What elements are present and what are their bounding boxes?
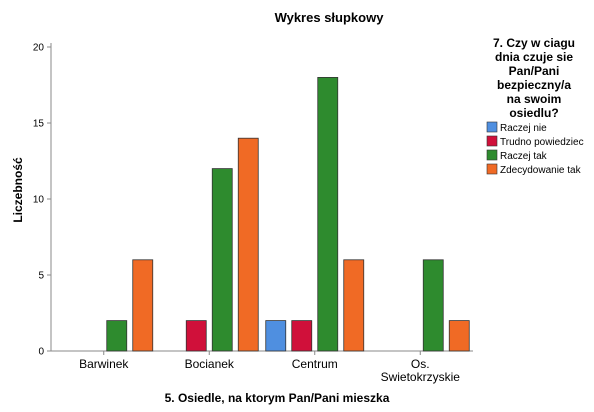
- bars: [106, 77, 470, 352]
- legend-item: Raczej tak: [486, 149, 548, 162]
- legend-swatch: [486, 135, 498, 147]
- bar: [211, 168, 233, 352]
- legend-label: Raczej nie: [500, 123, 547, 134]
- legend-title-line: Pan/Pani: [509, 64, 560, 78]
- legend-swatch: [486, 163, 498, 175]
- legend-item: Trudno powiedziec: [486, 135, 584, 148]
- y-axis-title: Liczebność: [11, 157, 25, 223]
- x-tick-label: Barwinek: [79, 357, 129, 371]
- y-tick-label: 20: [33, 43, 45, 54]
- y-tick-label: 15: [33, 119, 45, 130]
- legend-title-line: dnia czuje sie: [495, 50, 573, 64]
- legend-item: Zdecydowanie tak: [486, 163, 582, 176]
- legend-title-line: 7. Czy w ciagu: [493, 36, 575, 50]
- legend-label: Trudno powiedziec: [500, 137, 584, 148]
- bar: [422, 259, 444, 352]
- x-tick-label: Os. Swietokrzyskie: [381, 357, 461, 384]
- y-axis-title-group: Liczebność: [11, 157, 25, 223]
- x-axis-title: 5. Osiedle, na ktorym Pan/Pani mieszka: [165, 391, 390, 405]
- legend-item: Raczej nie: [486, 121, 547, 134]
- bar: [237, 137, 259, 352]
- legend-title-line: osiedlu?: [509, 106, 558, 120]
- bar: [448, 320, 470, 352]
- legend-title-line: bezpieczny/a: [497, 78, 571, 92]
- y-tick-label: 0: [38, 347, 44, 358]
- y-tick-label: 10: [33, 195, 45, 206]
- legend-title-line: na swoim: [507, 92, 562, 106]
- y-tick-label: 5: [38, 271, 44, 282]
- legend-swatch: [486, 121, 498, 133]
- bar: [343, 259, 365, 352]
- x-tick-label: Centrum: [292, 357, 338, 371]
- bar: [265, 320, 287, 352]
- legend-label: Raczej tak: [500, 151, 548, 162]
- bar: [185, 320, 207, 352]
- bar: [291, 320, 313, 352]
- bar: [317, 77, 339, 352]
- chart-title: Wykres słupkowy: [275, 10, 385, 25]
- bar: [106, 320, 128, 352]
- axes: 0 5 10 15 20 Barwinek Bocianek Centrum Os. Swieto…: [33, 43, 473, 384]
- x-tick-label: Bocianek: [185, 357, 235, 371]
- legend-label: Zdecydowanie tak: [500, 165, 582, 176]
- legend-swatch: [486, 149, 498, 161]
- bar: [132, 259, 154, 352]
